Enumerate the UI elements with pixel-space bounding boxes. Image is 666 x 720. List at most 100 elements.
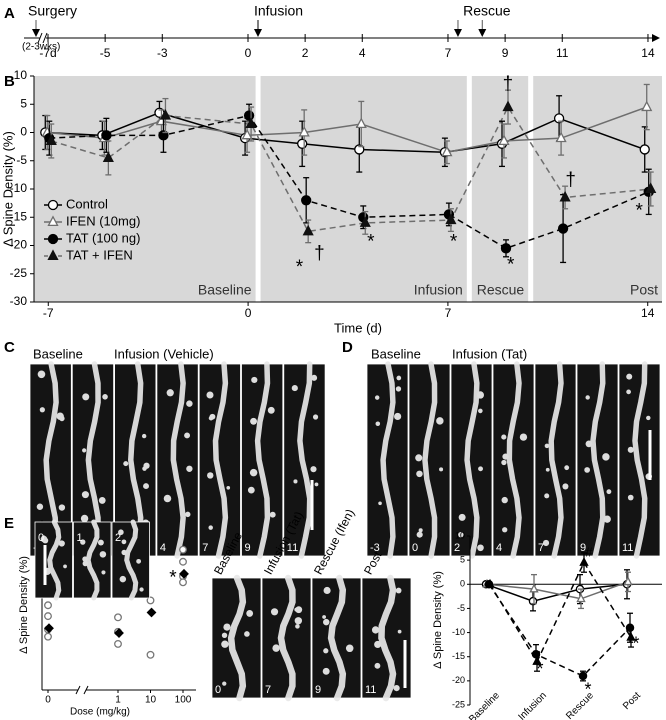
y-tick-label: -10 — [452, 627, 465, 637]
frame-label: 4 — [160, 542, 166, 554]
data-point — [532, 656, 542, 665]
data-point — [445, 213, 457, 225]
frame-label: -3 — [370, 542, 380, 554]
panel-label: E — [4, 515, 14, 532]
spine — [123, 461, 129, 467]
annotation: † — [314, 243, 325, 264]
spine — [415, 454, 423, 462]
frame-label: 0 — [215, 684, 221, 696]
series-line — [485, 583, 628, 602]
image-label: Baseline — [33, 346, 83, 361]
data-point — [179, 557, 187, 566]
spine — [544, 443, 550, 449]
spine — [208, 415, 214, 421]
panel-label: C — [4, 339, 15, 356]
spine — [562, 483, 569, 490]
spine — [226, 485, 231, 490]
dendrite — [227, 574, 247, 702]
spine — [626, 373, 633, 380]
legend-marker — [47, 215, 59, 227]
dendrite — [327, 574, 347, 702]
spine — [221, 640, 229, 648]
image-frame — [34, 521, 73, 599]
panel-label: D — [342, 339, 353, 356]
annotation: * — [450, 232, 458, 253]
dendrite — [590, 361, 606, 559]
spine — [166, 389, 174, 397]
spine — [418, 528, 423, 533]
spine — [206, 391, 214, 399]
annotation: † — [503, 73, 514, 94]
spine — [544, 493, 550, 499]
image-frame — [492, 363, 535, 557]
dendrite — [464, 361, 480, 559]
data-point — [146, 596, 155, 605]
frame-label: 7 — [538, 542, 544, 554]
spine — [542, 539, 550, 547]
spine — [322, 667, 330, 675]
spine — [476, 391, 485, 399]
spine — [63, 564, 67, 569]
y-tick-label: -15 — [452, 651, 465, 661]
spine — [502, 527, 508, 533]
image-frame — [261, 577, 312, 699]
series-line — [489, 561, 632, 664]
shaded-region — [471, 76, 529, 302]
y-axis-title: Δ Spine Density (%) — [0, 131, 15, 247]
spine — [101, 570, 106, 575]
spine — [501, 434, 507, 440]
spine — [627, 494, 634, 501]
timeline-tick-label: -7d — [39, 46, 56, 60]
spine — [323, 618, 330, 626]
timeline-tick-label: 0 — [245, 46, 252, 60]
x-tick-label: Infusion — [516, 690, 549, 720]
axis-break — [83, 685, 89, 695]
annotation: * — [635, 201, 643, 222]
data-point — [102, 151, 114, 162]
y-tick-label: -5 — [16, 153, 27, 167]
annotation: * — [367, 232, 375, 253]
timeline-event: Rescue — [463, 3, 511, 19]
shaded-region — [34, 76, 256, 302]
shaded-region — [533, 76, 662, 302]
spine — [374, 662, 381, 669]
frame-label: 4 — [496, 542, 502, 554]
spine — [185, 511, 191, 518]
data-point — [645, 182, 657, 194]
spine — [646, 415, 651, 421]
x-tick-label: 14 — [641, 306, 655, 320]
region-label: Post — [630, 282, 658, 298]
panel-label: B — [4, 73, 15, 90]
dendrite — [212, 361, 229, 559]
data-point — [359, 216, 371, 227]
timeline-gap-label: (2-3wks) — [22, 42, 60, 53]
spine — [42, 537, 49, 544]
image-frame — [408, 363, 451, 557]
spine — [82, 448, 87, 453]
spine — [378, 501, 382, 506]
spine — [626, 389, 631, 395]
spine — [293, 479, 298, 484]
spine — [121, 549, 127, 556]
data-point — [243, 110, 255, 121]
shaded-region — [260, 76, 467, 302]
data-point — [623, 576, 633, 586]
spine — [314, 482, 319, 487]
annotation: * — [632, 633, 639, 653]
data-point — [44, 623, 54, 634]
spine — [294, 617, 303, 625]
spine — [416, 531, 423, 538]
spine — [323, 586, 331, 595]
spine — [249, 468, 258, 477]
frame-label: 0 — [412, 542, 418, 554]
dendrite — [170, 361, 186, 559]
annotation: * — [296, 257, 304, 278]
spine — [222, 681, 227, 686]
region-label: Infusion — [414, 282, 463, 298]
spine — [545, 467, 550, 472]
image-frame — [241, 363, 284, 557]
y-tick-label: -25 — [452, 699, 465, 709]
spine — [99, 551, 107, 558]
legend-marker — [47, 199, 59, 211]
y-tick-label: -10 — [10, 181, 28, 195]
